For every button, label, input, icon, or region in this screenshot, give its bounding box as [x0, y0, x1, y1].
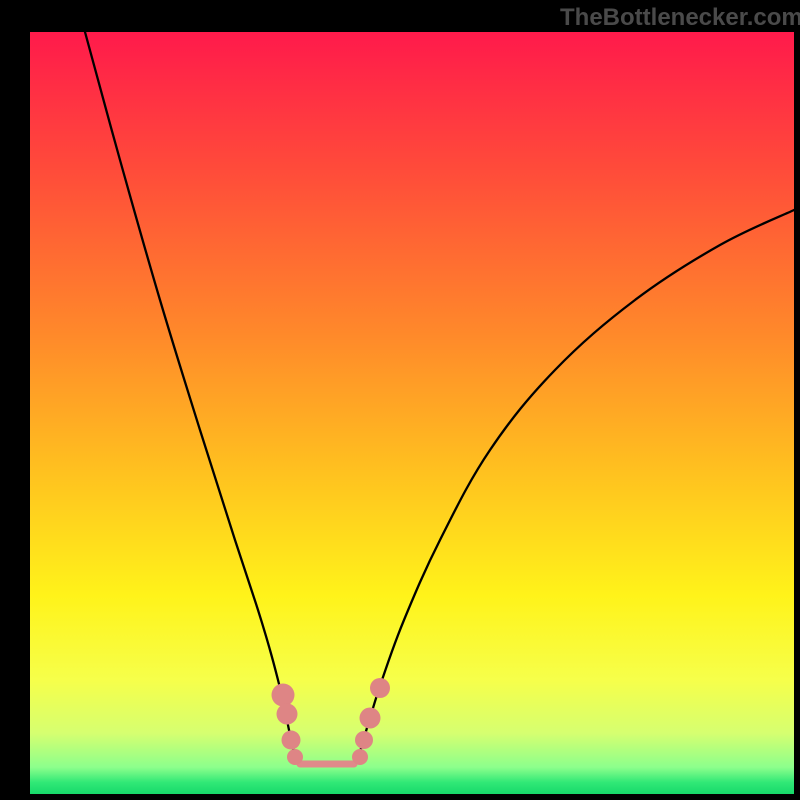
- bead-marker: [360, 708, 381, 729]
- chart-stage: TheBottlenecker.com: [0, 0, 800, 800]
- bead-marker: [287, 749, 303, 765]
- gradient-plot-area: [30, 32, 794, 794]
- bead-marker: [370, 678, 390, 698]
- bead-marker: [355, 731, 373, 749]
- bead-marker: [352, 749, 368, 765]
- bead-marker: [277, 704, 298, 725]
- bottleneck-chart: [0, 0, 800, 800]
- bead-marker: [272, 684, 295, 707]
- bead-marker: [282, 731, 301, 750]
